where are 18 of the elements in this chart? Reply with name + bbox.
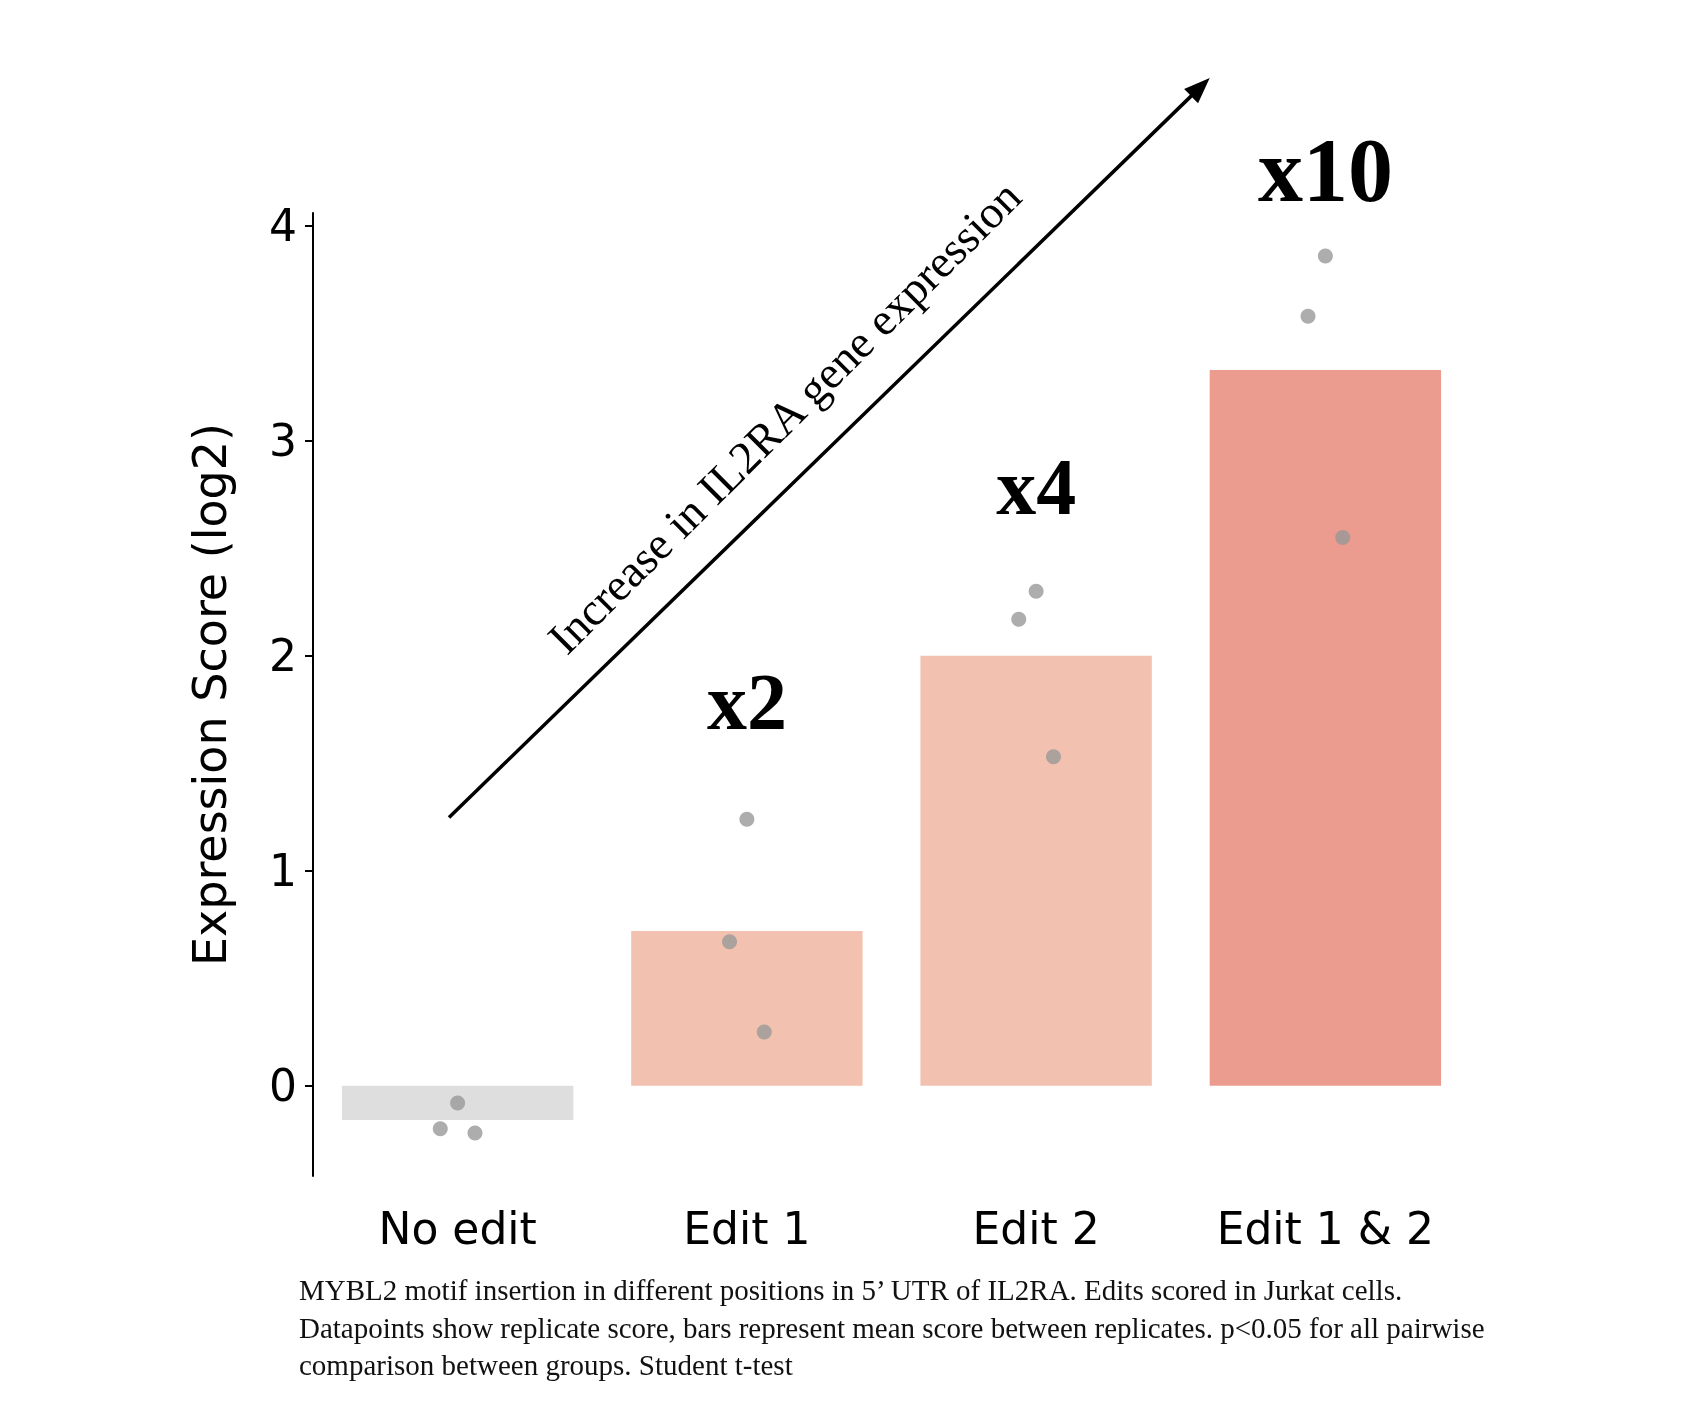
text: MYBL2 motif insertion in different positions in 5’ UTR of IL2RA. Edits scored in Jurkat cells. Datapoints show replicate score, bars represent mean score between replicates. p<0.05 for all pairwise comparison between groups. Student t-test [299, 1273, 1486, 1384]
x-tick-label: Edit 1 [683, 1202, 811, 1254]
x-tick-label: Edit 1 & 2 [1216, 1202, 1435, 1254]
x-tick-label: Edit 2 [972, 1202, 1100, 1254]
x-tick-label: No edit [378, 1202, 537, 1254]
y-tick-label: 0 [269, 1060, 297, 1112]
y-tick-label: 1 [269, 845, 297, 897]
bar [1209, 369, 1442, 1086]
annotation: x2 [706, 657, 787, 746]
bar [631, 930, 863, 1086]
y-tick-label: 4 [269, 200, 297, 252]
y-axis-title: Expression Score (log2) [183, 422, 237, 967]
annotation: x10 [1257, 120, 1393, 220]
annotation: x4 [996, 442, 1077, 531]
y-tick-label: 3 [269, 415, 297, 467]
bar [341, 1085, 574, 1121]
bar [920, 655, 1152, 1086]
y-tick-label: 2 [269, 630, 297, 682]
